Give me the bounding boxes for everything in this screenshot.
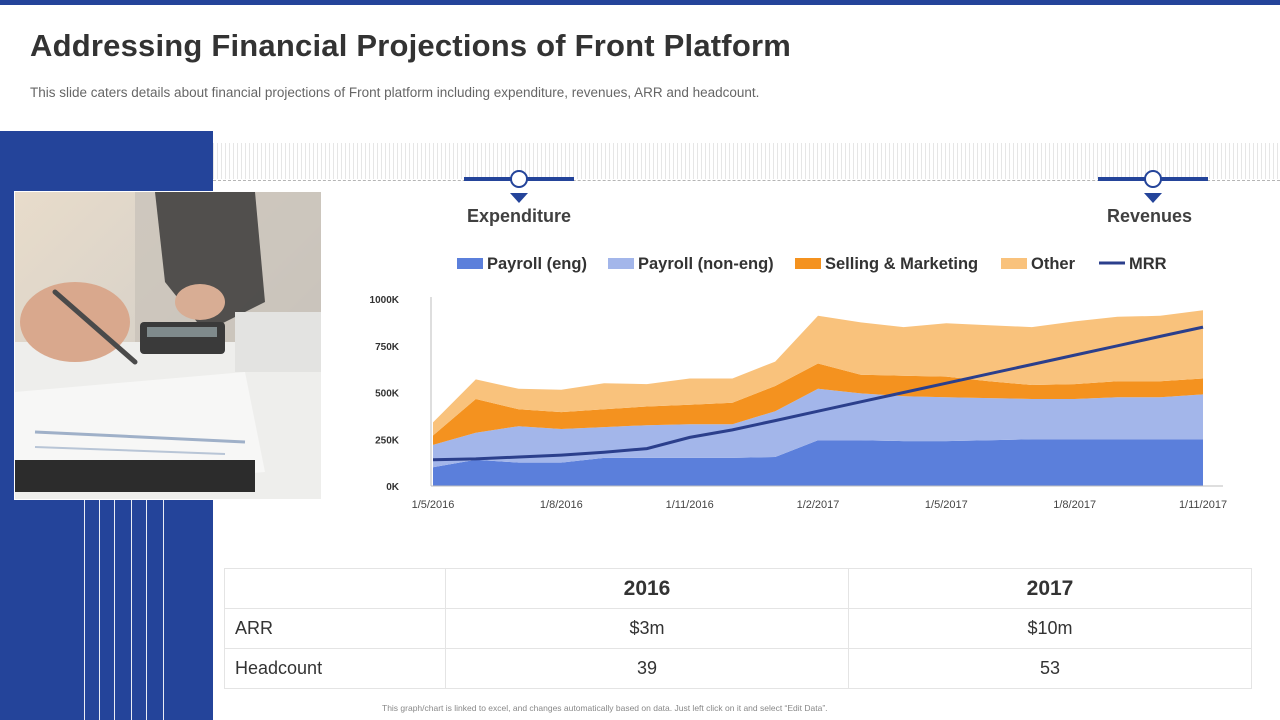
page-title: Addressing Financial Projections of Fron… xyxy=(30,28,791,63)
expenditure-area-chart: 0K 250K 500K 750K 1000K 1/5/2016 1/8/2016 1/11/… xyxy=(370,255,1228,511)
legend-label: Selling & Marketing xyxy=(825,255,978,273)
y-tick-label: 750K xyxy=(375,342,400,353)
table-row-label: Headcount xyxy=(224,648,446,689)
y-tick-label: 500K xyxy=(375,389,400,400)
legend-swatch xyxy=(608,258,634,269)
legend-label: Other xyxy=(1031,255,1076,273)
legend-label: MRR xyxy=(1129,255,1167,273)
x-tick-label: 1/2/2017 xyxy=(797,499,840,511)
table-header-cell: 2016 xyxy=(445,568,849,609)
x-tick-label: 1/8/2017 xyxy=(1053,499,1096,511)
footnote: This graph/chart is linked to excel, and… xyxy=(382,703,828,713)
table-header-cell xyxy=(224,568,446,609)
revenues-marker xyxy=(1098,170,1208,207)
legend-label: Payroll (eng) xyxy=(487,255,587,273)
table-header-row: 2016 2017 xyxy=(224,568,1252,609)
revenues-label: Revenues xyxy=(1107,206,1193,226)
legend-label: Payroll (non-eng) xyxy=(638,255,774,273)
area-series-1 xyxy=(433,388,1203,468)
business-photo xyxy=(14,191,322,500)
legend-swatch xyxy=(1001,258,1027,269)
y-tick-label: 1000K xyxy=(370,295,400,306)
area-series-0 xyxy=(433,439,1203,486)
top-accent-bar xyxy=(0,0,1280,5)
y-tick-label: 250K xyxy=(375,435,400,446)
area-series-2 xyxy=(433,363,1203,445)
legend-swatch xyxy=(795,258,821,269)
dashed-divider xyxy=(213,180,1280,181)
decorative-vertical-lines xyxy=(84,500,174,720)
table-cell: 53 xyxy=(848,648,1252,689)
table-row: Headcount 39 53 xyxy=(224,648,1252,689)
projection-table: 2016 2017 ARR $3m $10m Headcount 39 53 xyxy=(224,568,1252,689)
area-series-3 xyxy=(433,310,1203,436)
table-cell: $10m xyxy=(848,608,1252,649)
table-header-cell: 2017 xyxy=(848,568,1252,609)
table-cell: 39 xyxy=(445,648,849,689)
x-tick-label: 1/5/2017 xyxy=(925,499,968,511)
x-tick-label: 1/5/2016 xyxy=(412,499,455,511)
x-tick-label: 1/11/2016 xyxy=(666,499,714,511)
table-row-label: ARR xyxy=(224,608,446,649)
y-tick-label: 0K xyxy=(386,482,400,493)
x-tick-label: 1/11/2017 xyxy=(1179,499,1227,511)
line-series-mrr xyxy=(432,325,1204,462)
table-row: ARR $3m $10m xyxy=(224,608,1252,649)
page-subtitle: This slide caters details about financia… xyxy=(30,85,760,100)
expenditure-label: Expenditure xyxy=(467,206,572,226)
table-cell: $3m xyxy=(445,608,849,649)
x-tick-label: 1/8/2016 xyxy=(540,499,583,511)
legend-swatch xyxy=(457,258,483,269)
expenditure-marker xyxy=(464,170,574,207)
decorative-stripe xyxy=(213,143,1280,179)
